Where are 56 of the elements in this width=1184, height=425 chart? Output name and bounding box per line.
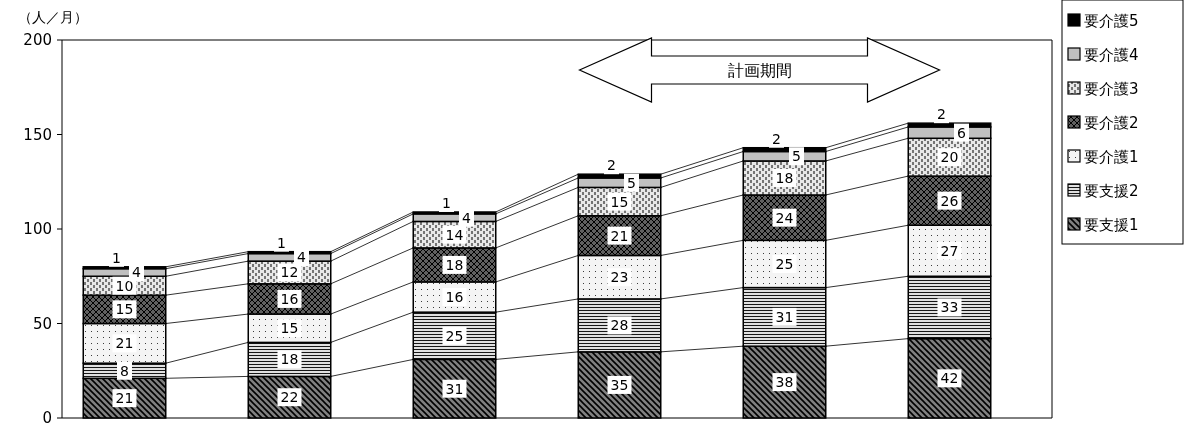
data-label: 42 [940, 370, 959, 387]
legend-label: 要介護1 [1084, 148, 1139, 166]
data-label: 10 [115, 277, 134, 294]
data-label: 8 [120, 362, 129, 379]
data-label: 12 [280, 264, 299, 281]
y-tick-label: 100 [23, 220, 52, 238]
data-label: 2 [607, 157, 616, 174]
y-tick-label: 150 [23, 125, 52, 144]
data-label: 35 [610, 376, 629, 393]
data-label: 22 [280, 389, 299, 406]
legend-label: 要支援2 [1084, 182, 1139, 200]
y-tick-label: 200 [23, 31, 52, 49]
data-label: 1 [112, 249, 121, 266]
data-label: 16 [445, 289, 464, 306]
data-label: 38 [775, 374, 794, 391]
data-label: 24 [775, 209, 794, 226]
data-label: 4 [132, 264, 142, 281]
legend-label: 要介護3 [1084, 80, 1139, 98]
y-tick-label: 0 [42, 409, 52, 425]
y-axis-title: （人／月） [18, 9, 88, 25]
legend-label: 要介護4 [1084, 46, 1139, 64]
legend-label: 要支援1 [1084, 216, 1139, 234]
data-label: 21 [610, 227, 629, 244]
data-label: 33 [940, 299, 959, 316]
data-label: 27 [940, 242, 959, 259]
data-label: 25 [445, 327, 464, 344]
data-label: 15 [280, 320, 299, 337]
legend-label: 要介護2 [1084, 114, 1139, 132]
data-label: 20 [940, 149, 959, 166]
data-label: 4 [297, 249, 307, 266]
data-label: 31 [775, 308, 794, 325]
data-label: 1 [442, 194, 451, 211]
data-label: 31 [445, 380, 464, 397]
data-label: 23 [610, 269, 629, 286]
data-label: 4 [462, 209, 472, 226]
data-label: 18 [280, 351, 299, 368]
data-label: 1 [277, 234, 286, 251]
data-label: 14 [445, 226, 464, 243]
annotation: 計画期間 [727, 61, 792, 80]
data-label: 18 [775, 169, 794, 186]
data-label: 28 [610, 317, 629, 334]
data-label: 25 [775, 255, 794, 272]
data-label: 15 [610, 193, 629, 210]
data-label: 18 [445, 256, 464, 273]
data-label: 15 [115, 301, 134, 318]
legend-label: 要介護5 [1084, 12, 1139, 30]
data-label: 16 [280, 290, 299, 307]
data-label: 21 [115, 390, 134, 407]
data-label: 6 [957, 124, 967, 141]
data-label: 2 [772, 130, 781, 147]
data-label: 26 [940, 192, 959, 209]
data-label: 5 [627, 174, 636, 191]
y-tick-label: 50 [32, 314, 52, 333]
data-label: 21 [115, 335, 134, 352]
data-label: 5 [792, 148, 801, 165]
data-label: 2 [937, 106, 946, 123]
